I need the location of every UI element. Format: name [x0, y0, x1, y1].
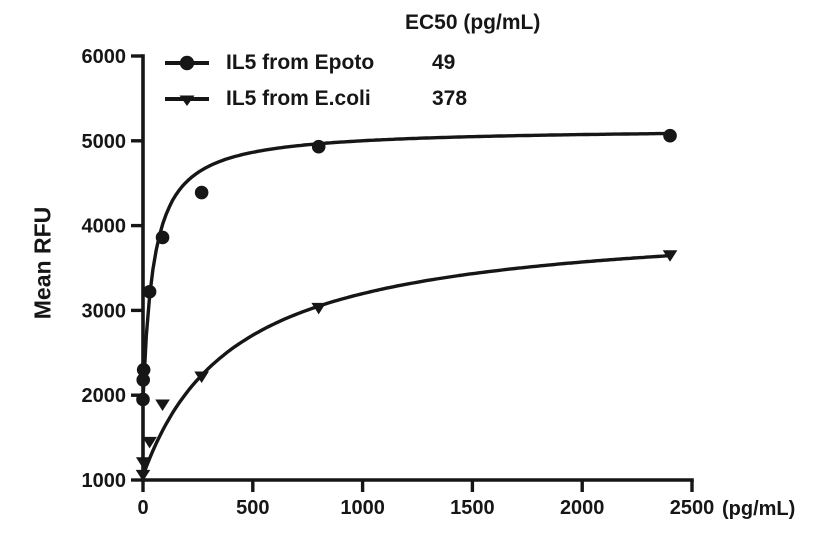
x-tick-label: 500 [236, 497, 269, 519]
data-point-circle [155, 230, 170, 245]
legend-title: EC50 (pg/mL) [405, 11, 541, 34]
fit-curve-circle [141, 131, 670, 400]
circle-marker-icon [165, 55, 209, 71]
y-tick-label: 2000 [82, 385, 127, 407]
data-point-triangle-down [311, 302, 326, 315]
legend-item-il5-ecoli: IL5 from E.coli 378 [164, 86, 467, 112]
x-axis-unit-label: (pg/mL) [722, 498, 796, 520]
x-tick-label: 1500 [450, 497, 495, 519]
legend-item-il5-epoto: IL5 from Epoto 49 [164, 50, 455, 76]
x-tick-label: 2000 [560, 497, 605, 519]
axis-spines [141, 54, 694, 482]
data-point-circle [663, 128, 677, 143]
data-point-triangle-down [194, 371, 209, 384]
x-tick-label: 2500 [670, 497, 715, 519]
legend-series-name: IL5 from E.coli [226, 87, 371, 110]
data-point-triangle-down [142, 436, 157, 449]
data-point-circle [311, 139, 326, 154]
legend-ec50-value: 378 [432, 87, 468, 110]
x-tick-label: 0 [137, 497, 148, 519]
data-point-circle [142, 284, 157, 299]
y-tick-label: 1000 [82, 470, 127, 492]
y-axis-title: Mean RFU [29, 206, 56, 320]
y-tick-label: 5000 [82, 131, 127, 153]
fit-curve-triangle-down [141, 253, 671, 477]
data-point-circle [136, 373, 151, 387]
data-point-triangle-down [155, 399, 170, 412]
triangle-down-marker-icon [165, 95, 209, 106]
x-tick-label: 1000 [340, 497, 385, 519]
data-point-triangle-down [135, 457, 151, 469]
data-point-circle [194, 185, 209, 200]
data-point-circle [136, 362, 151, 377]
data-point-circle [136, 392, 150, 407]
data-point-triangle-down [662, 250, 678, 262]
y-tick-label: 4000 [82, 216, 127, 238]
legend-ec50-value: 49 [432, 51, 456, 74]
y-tick-label: 6000 [82, 46, 127, 68]
y-tick-label: 3000 [82, 300, 127, 322]
data-point-triangle-down [135, 469, 151, 482]
legend-series-name: IL5 from Epoto [226, 51, 375, 74]
